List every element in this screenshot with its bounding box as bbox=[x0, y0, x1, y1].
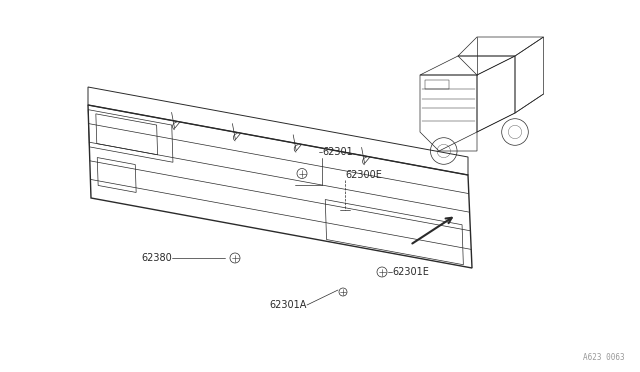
Text: 62301: 62301 bbox=[322, 147, 353, 157]
Text: A623 0063: A623 0063 bbox=[584, 353, 625, 362]
Text: 62380: 62380 bbox=[141, 253, 172, 263]
Text: 62301E: 62301E bbox=[392, 267, 429, 277]
Text: 62301A: 62301A bbox=[269, 300, 307, 310]
Text: 62300E: 62300E bbox=[345, 170, 382, 180]
